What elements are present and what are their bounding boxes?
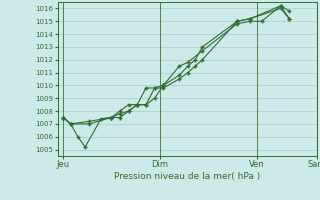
- X-axis label: Pression niveau de la mer( hPa ): Pression niveau de la mer( hPa ): [114, 172, 260, 181]
